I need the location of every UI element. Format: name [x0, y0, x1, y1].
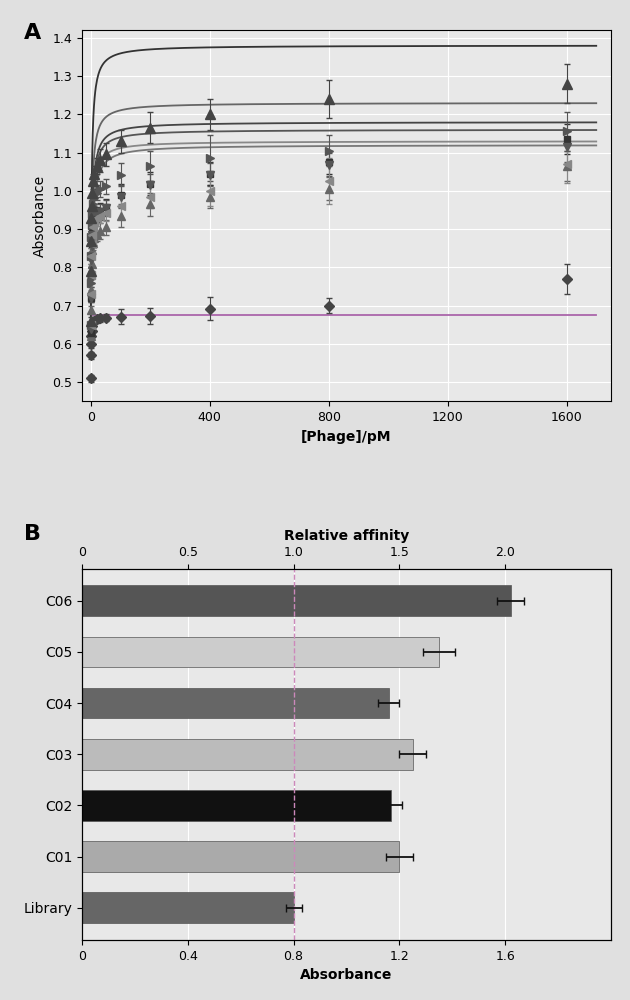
Bar	[82, 637, 439, 667]
Text: A: A	[24, 23, 41, 43]
Bar	[82, 739, 413, 770]
X-axis label: Relative affinity: Relative affinity	[284, 529, 409, 543]
Bar	[82, 790, 391, 821]
Bar	[82, 892, 294, 923]
Bar	[82, 841, 399, 872]
Y-axis label: Absorbance: Absorbance	[33, 175, 47, 257]
X-axis label: [Phage]/pM: [Phage]/pM	[301, 430, 392, 444]
X-axis label: Absorbance: Absorbance	[301, 968, 392, 982]
Bar	[82, 688, 389, 718]
Text: B: B	[24, 524, 41, 544]
Bar	[82, 585, 510, 616]
